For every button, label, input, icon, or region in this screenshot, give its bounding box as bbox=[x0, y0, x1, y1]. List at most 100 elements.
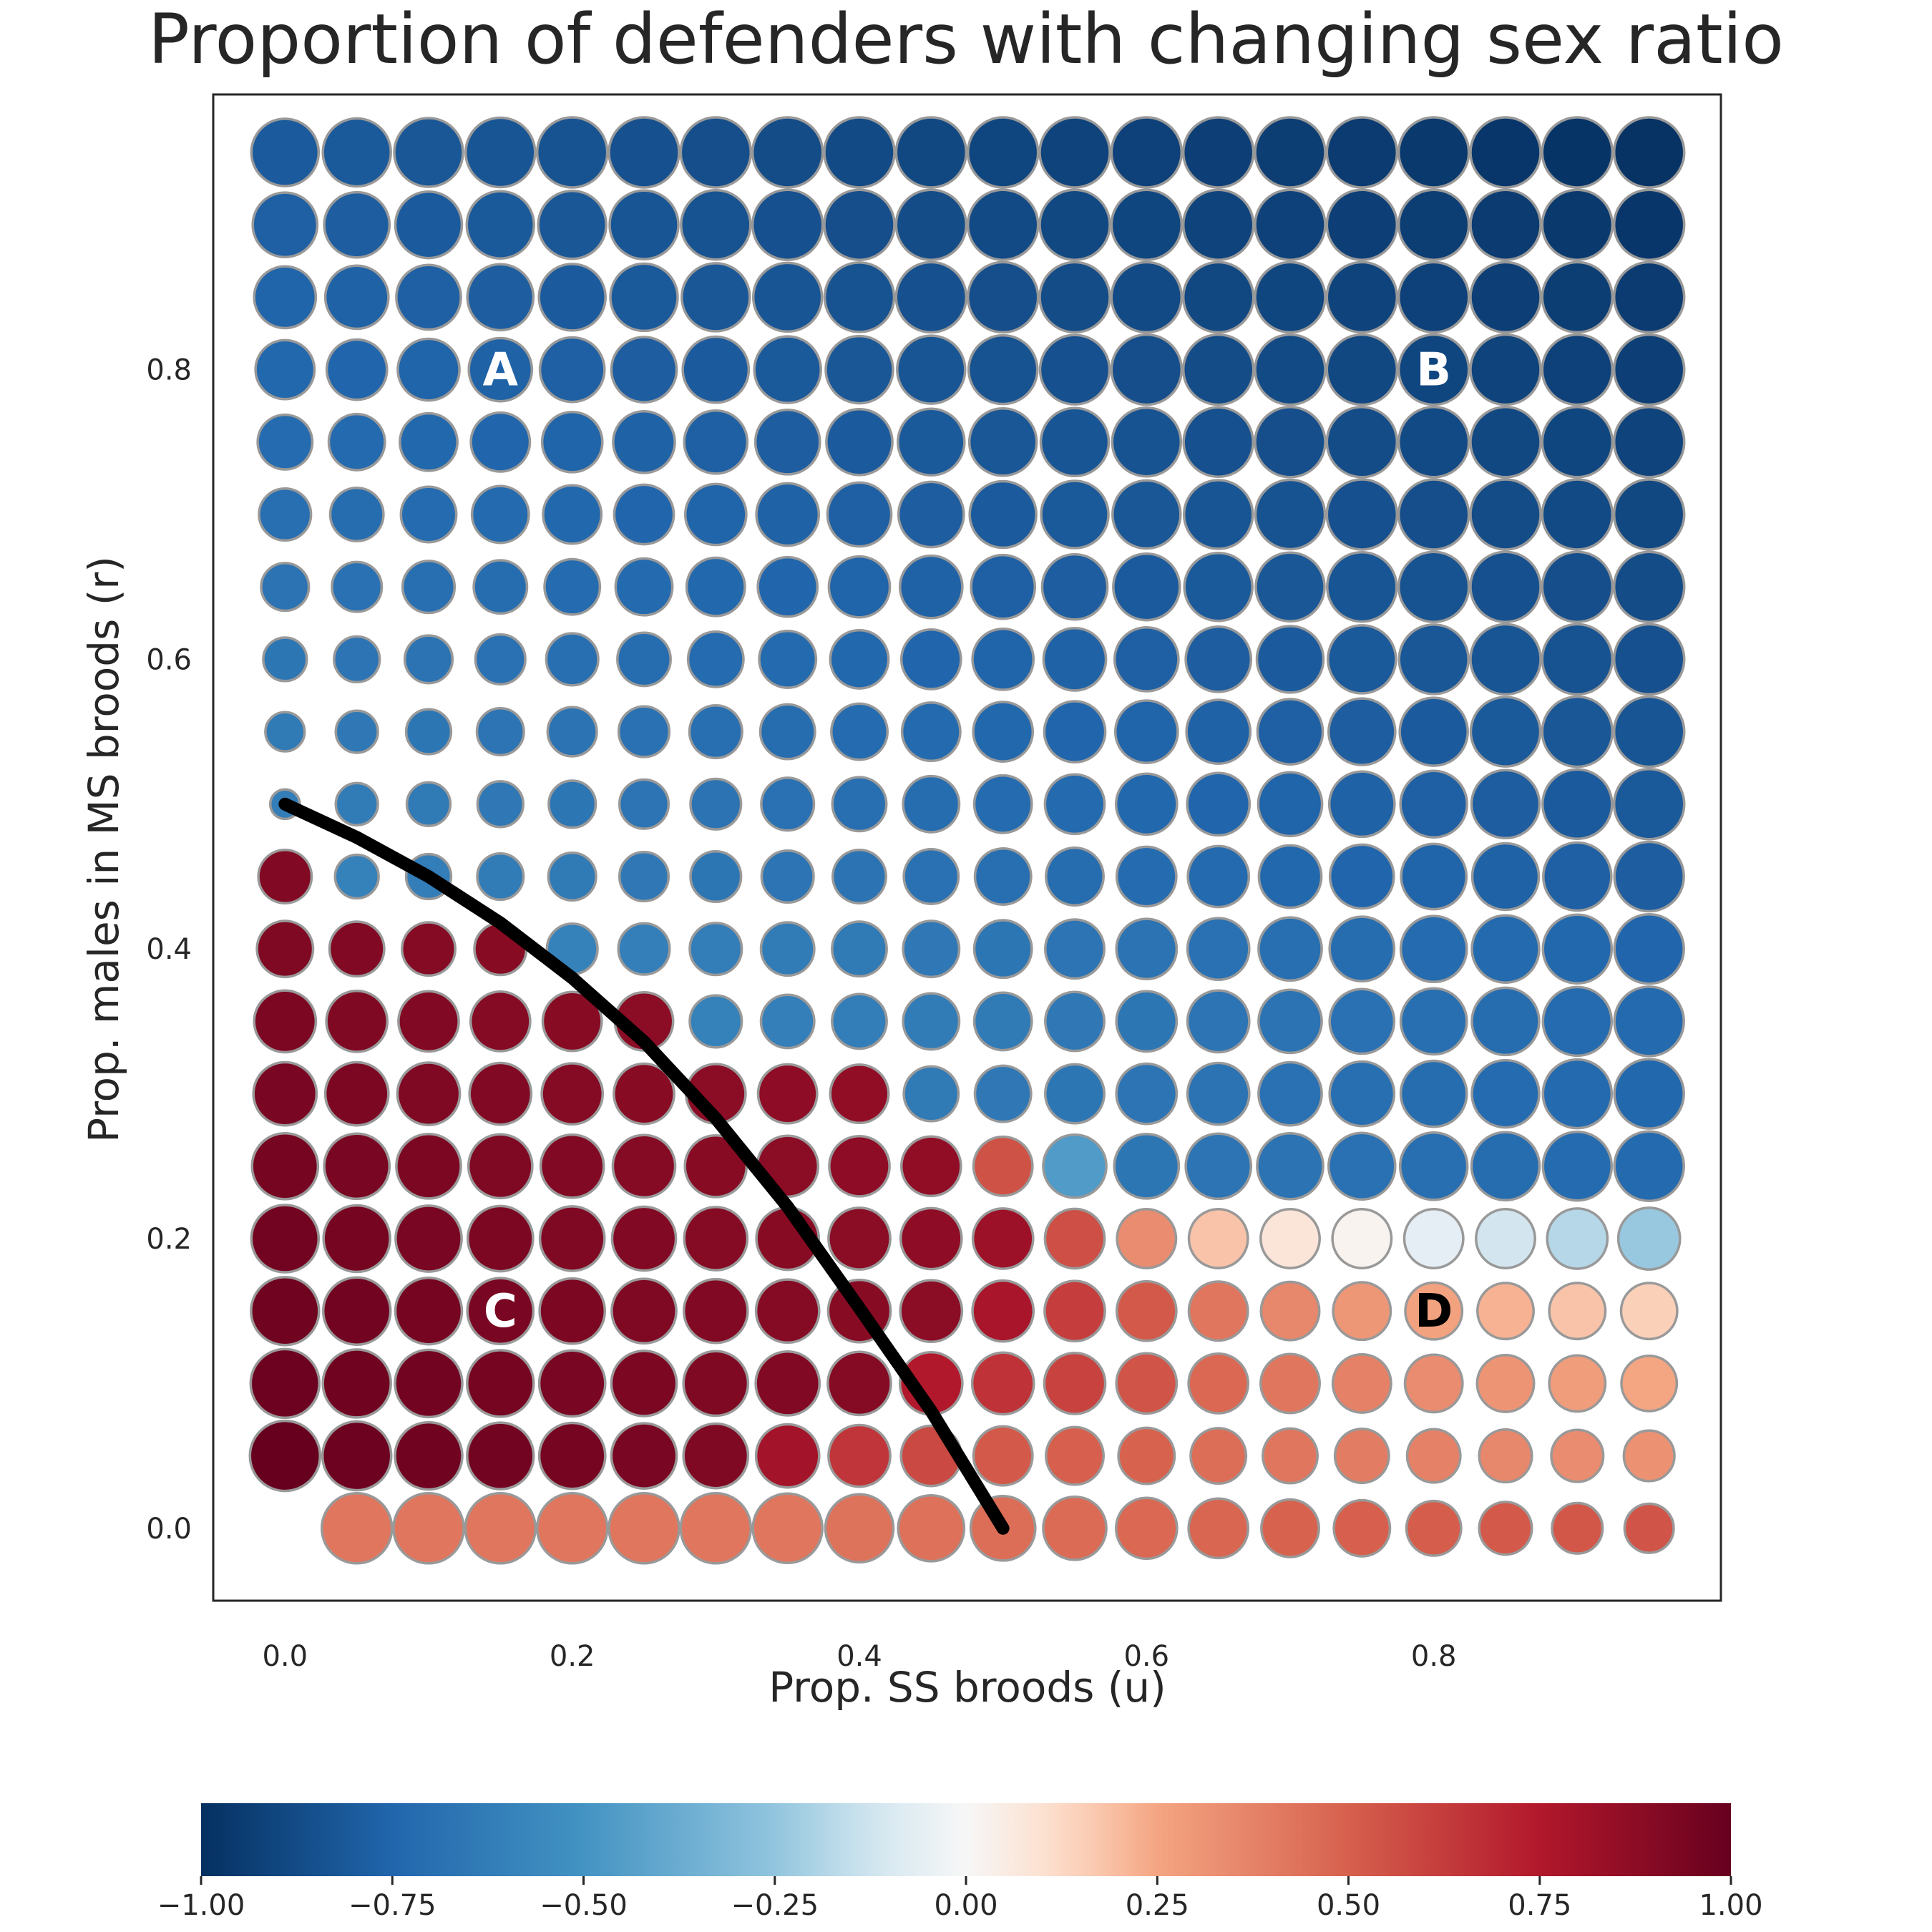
data-point bbox=[535, 1492, 609, 1565]
data-point bbox=[1111, 406, 1183, 478]
data-point bbox=[1040, 552, 1109, 621]
data-point bbox=[399, 485, 458, 544]
data-point bbox=[1327, 770, 1396, 839]
data-point bbox=[252, 1060, 318, 1127]
data-point bbox=[1612, 695, 1686, 769]
colorbar bbox=[201, 1803, 1731, 1876]
data-point bbox=[254, 338, 316, 401]
data-point bbox=[1110, 188, 1184, 261]
data-point bbox=[1612, 406, 1686, 479]
data-point bbox=[754, 1350, 821, 1417]
data-point bbox=[401, 921, 457, 977]
data-point bbox=[253, 265, 318, 330]
data-point bbox=[972, 1425, 1034, 1487]
data-point bbox=[1325, 478, 1399, 551]
data-point bbox=[1620, 1354, 1679, 1413]
data-point bbox=[1399, 914, 1468, 984]
data-point bbox=[760, 776, 816, 832]
data-point bbox=[1187, 1497, 1250, 1560]
data-point bbox=[689, 849, 743, 904]
data-point bbox=[321, 117, 392, 188]
data-point bbox=[394, 190, 464, 260]
y-tick-label: 0.0 bbox=[146, 1513, 192, 1546]
data-point bbox=[760, 849, 815, 904]
data-point bbox=[395, 1132, 462, 1200]
data-point bbox=[466, 1349, 535, 1418]
data-point bbox=[258, 487, 313, 542]
data-point bbox=[465, 190, 536, 260]
data-point bbox=[1397, 260, 1470, 334]
data-point bbox=[1043, 1207, 1106, 1270]
data-point bbox=[611, 1133, 677, 1199]
data-point bbox=[466, 1204, 535, 1273]
data-point bbox=[1042, 1495, 1108, 1561]
data-point bbox=[1115, 1352, 1179, 1415]
data-point bbox=[333, 635, 381, 684]
data-point bbox=[1405, 1428, 1462, 1484]
data-point bbox=[1469, 333, 1542, 406]
data-point bbox=[399, 411, 459, 472]
colorbar-tick-label: 0.75 bbox=[1508, 1889, 1571, 1922]
data-point bbox=[476, 852, 525, 902]
data-point bbox=[1541, 333, 1614, 406]
data-point bbox=[900, 701, 962, 763]
data-point bbox=[1044, 918, 1106, 980]
data-point bbox=[1262, 1427, 1319, 1485]
data-point bbox=[1187, 1208, 1249, 1269]
data-point bbox=[1257, 916, 1323, 982]
data-point bbox=[894, 116, 968, 189]
data-point bbox=[394, 1420, 464, 1491]
data-point bbox=[618, 850, 670, 903]
x-tick-label: 0.6 bbox=[1123, 1640, 1169, 1673]
data-point bbox=[896, 334, 967, 405]
colorbar-tick-label: −0.25 bbox=[731, 1889, 819, 1922]
data-point bbox=[1541, 260, 1614, 334]
data-point bbox=[334, 709, 379, 754]
boundary-curve-group bbox=[278, 797, 1010, 1535]
data-point bbox=[403, 634, 454, 685]
y-axis-label: Prop. males in MS broods (r) bbox=[79, 556, 128, 1143]
data-point bbox=[466, 263, 535, 332]
data-point bbox=[392, 1492, 465, 1565]
data-point bbox=[830, 702, 889, 761]
data-points bbox=[248, 116, 1686, 1565]
data-point bbox=[260, 562, 311, 613]
data-point bbox=[401, 560, 457, 615]
data-point bbox=[823, 261, 896, 333]
data-point bbox=[610, 1205, 678, 1272]
data-point bbox=[970, 1351, 1035, 1416]
data-point bbox=[966, 260, 1040, 334]
boundary-curve bbox=[278, 797, 1010, 1535]
y-tick-label: 0.8 bbox=[146, 354, 192, 387]
annotation-label: D bbox=[1415, 1285, 1453, 1338]
data-point bbox=[1113, 699, 1179, 764]
data-point bbox=[1551, 1501, 1604, 1555]
data-point bbox=[609, 262, 679, 333]
data-point bbox=[758, 703, 816, 761]
data-point bbox=[610, 1350, 678, 1418]
data-point bbox=[327, 412, 386, 472]
data-point bbox=[751, 261, 824, 333]
data-point bbox=[328, 487, 385, 542]
data-point bbox=[973, 1064, 1033, 1123]
data-point bbox=[321, 1420, 393, 1492]
data-point bbox=[535, 116, 609, 189]
data-point bbox=[967, 407, 1038, 477]
data-point bbox=[1405, 1499, 1463, 1557]
data-point bbox=[1115, 990, 1179, 1053]
data-point bbox=[253, 989, 318, 1054]
data-point bbox=[1110, 333, 1184, 406]
data-point bbox=[325, 990, 389, 1053]
data-point bbox=[897, 407, 966, 477]
data-point bbox=[898, 554, 964, 620]
data-point bbox=[466, 1421, 535, 1491]
data-point bbox=[1115, 845, 1178, 908]
data-point bbox=[1397, 333, 1470, 406]
data-point bbox=[476, 780, 525, 829]
annotation-label: C bbox=[484, 1285, 517, 1338]
data-point bbox=[1470, 986, 1541, 1057]
data-point bbox=[464, 1492, 537, 1565]
data-point bbox=[1541, 550, 1614, 623]
data-point bbox=[1327, 697, 1397, 766]
